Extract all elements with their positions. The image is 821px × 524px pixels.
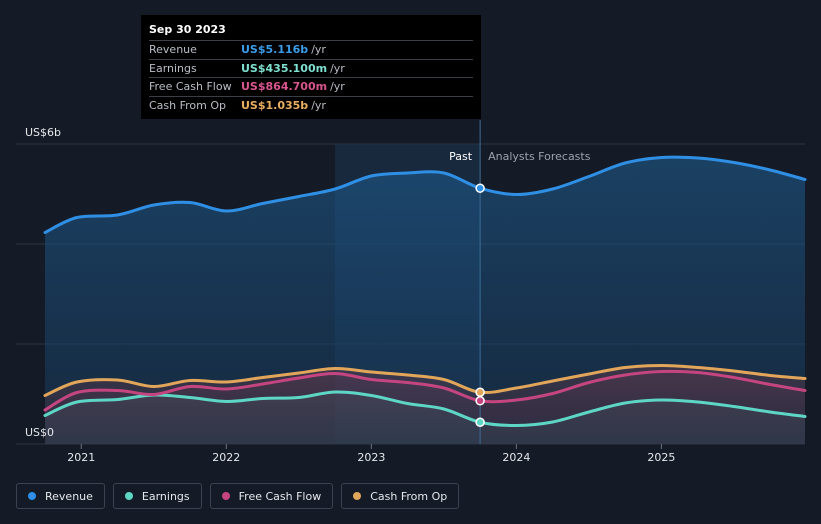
tooltip-row: Free Cash Flow US$864.700m/yr xyxy=(149,77,473,96)
x-axis-ticks: 2021 2022 2023 2024 2025 xyxy=(67,444,675,464)
legend-label: Earnings xyxy=(141,489,190,503)
tooltip-row-value: US$864.700m xyxy=(241,80,328,94)
y-axis-bottom-label: US$0 xyxy=(25,426,54,439)
legend-label: Revenue xyxy=(45,489,93,503)
tooltip-row-label: Cash From Op xyxy=(149,98,227,112)
tooltip-date: Sep 30 2023 xyxy=(149,23,226,36)
tooltip-row: Earnings US$435.100m/yr xyxy=(149,58,473,78)
legend-label: Cash From Op xyxy=(370,489,448,503)
tooltip-row-unit: /yr xyxy=(311,43,326,57)
marker-cash-from-op[interactable] xyxy=(475,387,485,397)
tooltip: Sep 30 2023 Revenue US$5.116b/yr Earnings U… xyxy=(141,15,481,119)
tooltip-row-value: US$1.035b xyxy=(241,98,309,112)
tooltip-row-unit: /yr xyxy=(330,61,345,75)
line-cash-from-op xyxy=(43,363,807,397)
x-tick-label: 2022 xyxy=(212,451,240,464)
legend-item-free-cash-flow[interactable]: Free Cash Flow xyxy=(209,483,334,509)
x-tick-label: 2025 xyxy=(647,451,675,464)
tooltip-row-unit: /yr xyxy=(311,98,326,112)
marker-revenue[interactable] xyxy=(475,183,485,193)
tooltip-row-value: US$5.116b xyxy=(241,43,309,57)
tooltip-rows: Revenue US$5.116b/yr Earnings US$435.100m/y… xyxy=(149,40,473,114)
line-free-cash-flow xyxy=(43,369,807,412)
legend-dot-icon xyxy=(28,492,36,500)
series-areas xyxy=(45,157,806,444)
legend-item-cash-from-op[interactable]: Cash From Op xyxy=(341,483,460,509)
marker-free-cash-flow[interactable] xyxy=(475,396,485,406)
tooltip-row-label: Earnings xyxy=(149,61,197,75)
legend-dot-icon xyxy=(221,492,230,500)
legend-label: Free Cash Flow xyxy=(238,489,322,503)
forecast-label: Analysts Forecasts xyxy=(488,150,591,163)
tooltip-row-unit: /yr xyxy=(330,80,345,94)
tooltip-row-label: Free Cash Flow xyxy=(149,80,232,94)
line-revenue xyxy=(43,155,807,234)
series-markers xyxy=(475,183,485,427)
legend-item-earnings[interactable]: Earnings xyxy=(112,483,202,509)
legend-dot-icon xyxy=(124,492,133,500)
past-label: Past xyxy=(449,150,473,163)
line-earnings xyxy=(43,390,807,428)
legend-dot-icon xyxy=(353,492,362,500)
legend: Revenue Earnings Free Cash Flow Cash From O… xyxy=(16,483,460,509)
marker-earnings[interactable] xyxy=(475,417,485,427)
x-tick-label: 2024 xyxy=(502,451,530,464)
tooltip-row-label: Revenue xyxy=(149,43,197,57)
tooltip-row-value: US$435.100m xyxy=(241,61,328,75)
tooltip-row: Cash From Op US$1.035b/yr xyxy=(149,95,473,115)
series-lines xyxy=(43,155,807,428)
x-tick-label: 2023 xyxy=(357,451,385,464)
x-tick-label: 2021 xyxy=(67,451,95,464)
legend-item-revenue[interactable]: Revenue xyxy=(16,483,105,509)
y-axis-top-label: US$6b xyxy=(25,126,61,139)
tooltip-row: Revenue US$5.116b/yr xyxy=(149,40,473,59)
